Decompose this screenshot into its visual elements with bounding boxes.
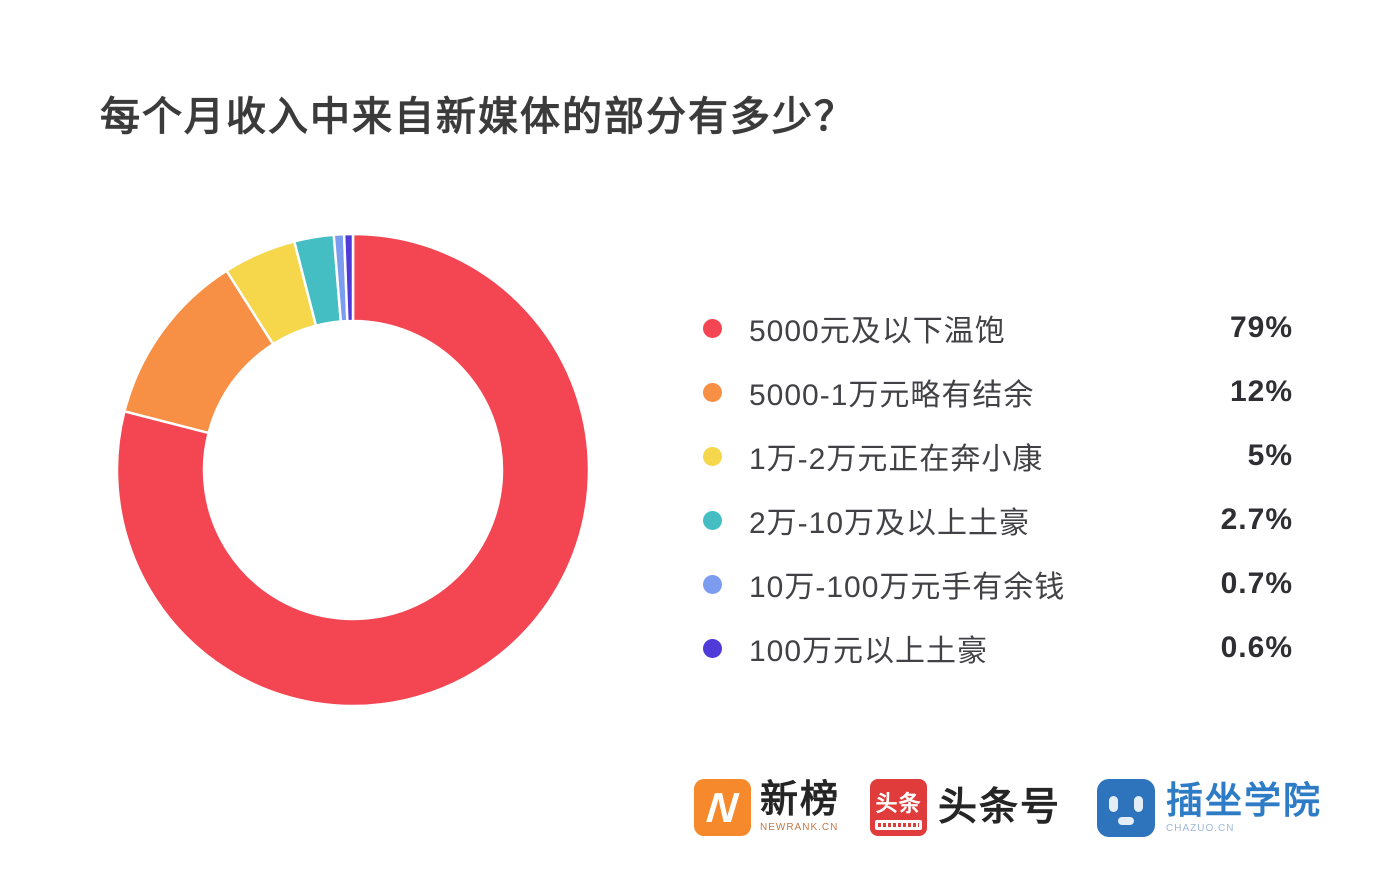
chazuo-sub-label: CHAZUO.CN — [1166, 823, 1235, 834]
legend-item: 2万-10万及以上土豪 2.7% — [703, 488, 1293, 552]
legend-value: 12% — [1229, 375, 1293, 408]
legend-item: 5000元及以下温饱 79% — [703, 296, 1293, 360]
newrank-logo: N 新榜 NEWRANK.CN — [694, 779, 840, 836]
newrank-label: 新榜 — [760, 779, 841, 821]
legend-value: 0.7% — [1220, 567, 1293, 600]
chazuo-icon-right-eye — [1134, 796, 1144, 812]
chazuo-label: 插坐学院 — [1166, 780, 1323, 821]
chazuo-icon-left-eye — [1109, 796, 1119, 812]
legend-value: 2.7% — [1220, 503, 1293, 536]
legend-label: 5000元及以下温饱 — [749, 315, 1006, 348]
toutiao-icon-strip — [875, 820, 923, 830]
chazuo-icon-mouth — [1118, 817, 1135, 825]
legend-label: 10万-100万元手有余钱 — [749, 571, 1066, 604]
toutiao-logo: 头条 头条号 — [870, 779, 1061, 836]
newrank-logo-icon: N — [694, 779, 751, 836]
chazuo-logo-icon — [1097, 779, 1156, 837]
legend: 5000元及以下温饱 79% 5000-1万元略有结余 12% 1万-2万元正在奔小康 5… — [703, 296, 1293, 680]
legend-label: 100万元以上土豪 — [749, 635, 989, 668]
toutiao-label: 头条号 — [938, 786, 1062, 829]
legend-dot — [703, 318, 722, 338]
legend-dot — [703, 382, 722, 402]
legend-dot — [703, 510, 722, 530]
legend-value: 5% — [1247, 439, 1293, 472]
legend-item: 100万元以上土豪 0.6% — [703, 616, 1293, 680]
chart-title: 每个月收入中来自新媒体的部分有多少？ — [100, 95, 856, 139]
legend-item: 5000-1万元略有结余 12% — [703, 360, 1293, 424]
legend-dot — [703, 446, 722, 466]
donut-segment-0 — [115, 232, 591, 708]
legend-label: 5000-1万元略有结余 — [749, 379, 1035, 412]
legend-label: 1万-2万元正在奔小康 — [749, 443, 1044, 476]
legend-label: 2万-10万及以上土豪 — [749, 507, 1031, 540]
footer-logos: N 新榜 NEWRANK.CN 头条 头条号 插坐学院 CHAZUO.CN — [694, 779, 1322, 837]
legend-item: 10万-100万元手有余钱 0.7% — [703, 552, 1293, 616]
donut-chart — [115, 232, 591, 708]
donut-segment-5 — [342, 232, 355, 323]
legend-dot — [703, 638, 722, 658]
legend-value: 0.6% — [1220, 631, 1293, 664]
newrank-icon-letter: N — [704, 783, 741, 831]
chazuo-logo: 插坐学院 CHAZUO.CN — [1097, 779, 1322, 837]
legend-item: 1万-2万元正在奔小康 5% — [703, 424, 1293, 488]
legend-dot — [703, 574, 722, 594]
newrank-sub-label: NEWRANK.CN — [760, 822, 839, 833]
toutiao-logo-icon: 头条 — [870, 779, 928, 836]
legend-value: 79% — [1229, 311, 1293, 344]
toutiao-icon-text: 头条 — [875, 791, 922, 816]
